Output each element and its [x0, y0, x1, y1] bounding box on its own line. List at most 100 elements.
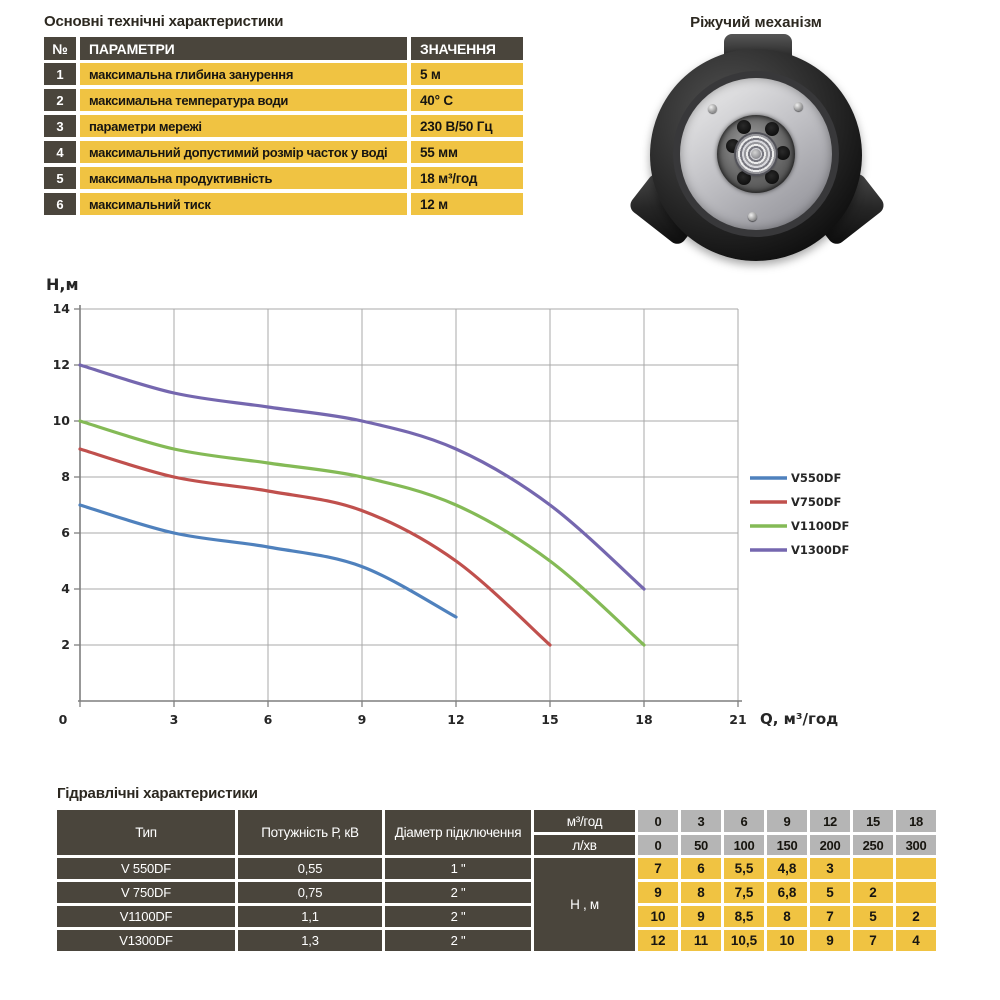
flow-lmin-cell: 100: [724, 835, 764, 855]
hydro-table: Тип Потужність Р, кВ Діаметр підключення…: [57, 810, 947, 951]
spec-row-param: максимальний допустимий розмір часток у …: [80, 141, 407, 163]
spec-table-title: Основні технічні характеристики: [44, 13, 284, 30]
steel-disc: [680, 78, 832, 230]
head-value-cell: 6: [681, 858, 721, 879]
impeller-hole-icon: [776, 146, 790, 160]
flow-m3h-cell: 9: [767, 810, 807, 832]
pump-diameter-cell: 2 ": [385, 906, 531, 927]
spec-row-param: максимальна продуктивність: [80, 167, 407, 189]
head-value-cell: 11: [681, 930, 721, 951]
head-value-cell: 4: [896, 930, 936, 951]
spec-row-value: 230 В/50 Гц: [411, 115, 523, 137]
screw-icon: [708, 104, 717, 113]
flow-lmin-cell: 300: [896, 835, 936, 855]
x-tick-label: 12: [447, 712, 464, 727]
head-value-cell: 2: [853, 882, 893, 903]
y-tick-label: 14: [53, 301, 71, 316]
cutter-title: Ріжучий механізм: [690, 14, 822, 31]
head-value-cell: [853, 858, 893, 879]
pump-type-cell: V1300DF: [57, 930, 235, 951]
x-tick-label: 15: [541, 712, 558, 727]
spec-row-param: максимальна температура води: [80, 89, 407, 111]
y-tick-label: 2: [61, 637, 70, 652]
y-tick-label: 6: [61, 525, 70, 540]
x-tick-label: 18: [635, 712, 652, 727]
flow-lmin-cell: 150: [767, 835, 807, 855]
spec-row-num: 4: [44, 141, 76, 163]
y-axis-title: Н,м: [46, 275, 79, 294]
screw-icon: [794, 102, 803, 111]
pump-diameter-cell: 1 ": [385, 858, 531, 879]
head-value-cell: 8: [681, 882, 721, 903]
y-tick-label: 8: [61, 469, 70, 484]
spec-row-num: 1: [44, 63, 76, 85]
series-V750DF: [78, 447, 552, 647]
hydro-table-section: Гідравлічні характеристики Тип Потужніст…: [57, 785, 947, 951]
head-value-cell: 9: [681, 906, 721, 927]
spec-row-value: 12 м: [411, 193, 523, 215]
head-value-cell: 10,5: [724, 930, 764, 951]
spec-row-param: максимальна глибина занурення: [80, 63, 407, 85]
head-value-cell: 5: [810, 882, 850, 903]
cutter-photo: [626, 34, 888, 264]
screw-icon: [748, 212, 757, 221]
spec-header-param: ПАРАМЕТРИ: [80, 37, 407, 60]
pump-power-cell: 1,3: [238, 930, 382, 951]
pump-diameter-cell: 2 ": [385, 930, 531, 951]
head-value-cell: 2: [896, 906, 936, 927]
head-value-cell: 9: [810, 930, 850, 951]
flow-m3h-cell: 0: [638, 810, 678, 832]
spec-row-param: максимальний тиск: [80, 193, 407, 215]
flow-lmin-cell: 200: [810, 835, 850, 855]
series-V550DF: [78, 503, 458, 619]
flow-m3h-cell: 15: [853, 810, 893, 832]
hydro-header-diameter: Діаметр підключення: [385, 810, 531, 855]
hydro-header-m3h: м³/год: [534, 810, 635, 832]
x-tick-label: 3: [170, 712, 179, 727]
legend-label: V1100DF: [791, 519, 849, 533]
impeller-hub: [736, 134, 776, 174]
hydro-header-lmin: л/хв: [534, 835, 635, 855]
spec-table: № ПАРАМЕТРИ ЗНАЧЕННЯ 1 максимальна глибин…: [44, 37, 527, 215]
head-value-cell: 7: [853, 930, 893, 951]
head-value-cell: 8,5: [724, 906, 764, 927]
legend-label: V550DF: [791, 471, 841, 485]
pump-power-cell: 0,75: [238, 882, 382, 903]
hydro-header-power: Потужність Р, кВ: [238, 810, 382, 855]
impeller-hole-icon: [765, 170, 779, 184]
spec-row-value: 40° С: [411, 89, 523, 111]
head-value-cell: 10: [767, 930, 807, 951]
x-tick-label: 21: [729, 712, 746, 727]
pump-power-cell: 0,55: [238, 858, 382, 879]
head-value-cell: 4,8: [767, 858, 807, 879]
impeller-hole-icon: [765, 122, 779, 136]
head-value-cell: 8: [767, 906, 807, 927]
spec-row-num: 2: [44, 89, 76, 111]
y-tick-label: 12: [53, 357, 70, 372]
head-value-cell: 12: [638, 930, 678, 951]
flow-m3h-cell: 6: [724, 810, 764, 832]
head-value-cell: [896, 858, 936, 879]
impeller-hole-icon: [737, 171, 751, 185]
spec-row-value: 55 мм: [411, 141, 523, 163]
flow-lmin-cell: 50: [681, 835, 721, 855]
pump-power-cell: 1,1: [238, 906, 382, 927]
head-value-cell: 7,5: [724, 882, 764, 903]
y-tick-label: 4: [61, 581, 70, 596]
head-value-cell: 5: [853, 906, 893, 927]
legend-label: V750DF: [791, 495, 841, 509]
head-value-cell: [896, 882, 936, 903]
head-value-cell: 10: [638, 906, 678, 927]
hydro-table-title: Гідравлічні характеристики: [57, 785, 258, 802]
x-axis-title: Q, м³/год: [760, 710, 838, 728]
pump-type-cell: V 550DF: [57, 858, 235, 879]
x-tick-label: 0: [59, 712, 68, 727]
y-tick-label: 10: [53, 413, 71, 428]
hydro-header-type: Тип: [57, 810, 235, 855]
legend-label: V1300DF: [791, 543, 849, 557]
spec-table-section: Основні технічні характеристики № ПАРАМЕ…: [44, 13, 527, 215]
flow-m3h-cell: 12: [810, 810, 850, 832]
spec-row-param: параметри мережі: [80, 115, 407, 137]
cutter-impeller: [717, 115, 795, 193]
